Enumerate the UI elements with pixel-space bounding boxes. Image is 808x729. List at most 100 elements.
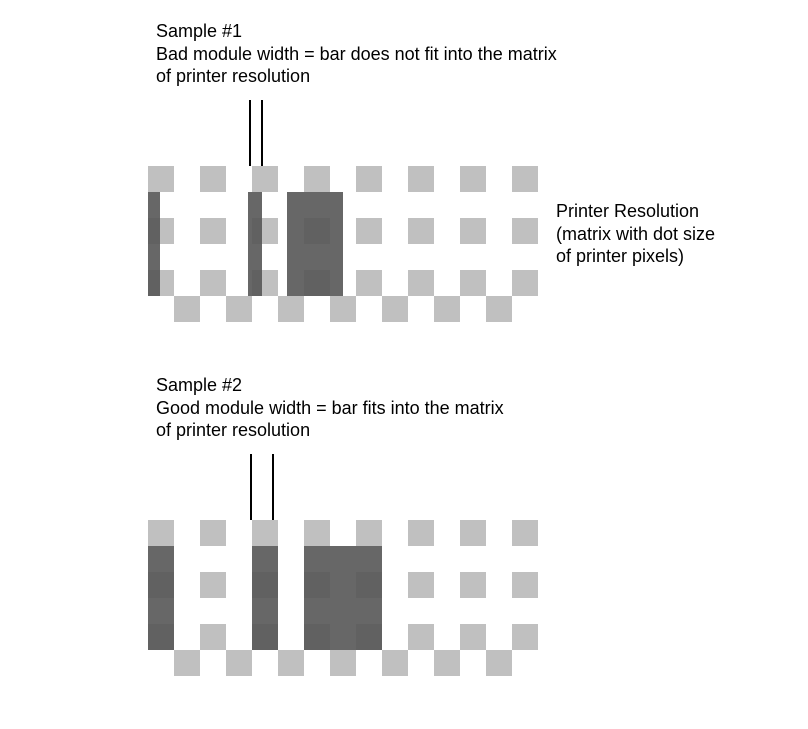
grid-cell [200,244,226,270]
barcode-bar [252,546,278,650]
grid-cell [408,650,434,676]
sample1-text: Sample #1 Bad module width = bar does no… [156,20,676,88]
grid-cell [434,166,460,192]
grid-cell [408,598,434,624]
grid-cell [174,572,200,598]
grid-cell [356,520,382,546]
grid-cell [226,650,252,676]
grid-cell [486,546,512,572]
grid-cell [408,166,434,192]
grid-cell [356,218,382,244]
side-line1: Printer Resolution [556,200,776,223]
grid-cell [278,296,304,322]
pointer1-left [249,100,251,170]
grid-cell [278,598,304,624]
grid-cell [252,296,278,322]
grid-cell [486,218,512,244]
grid-cell [460,624,486,650]
grid-cell [148,166,174,192]
grid-cell [148,296,174,322]
grid-cell [226,546,252,572]
grid-cell [252,520,278,546]
grid-cell [200,650,226,676]
grid-cell [174,650,200,676]
grid-cell [252,166,278,192]
grid-cell [434,244,460,270]
sample1-desc-line2: of printer resolution [156,65,676,88]
grid-cell [512,296,538,322]
grid-cell [382,546,408,572]
grid-cell [304,296,330,322]
grid-cell [278,520,304,546]
barcode-bar [304,546,382,650]
grid-cell [278,650,304,676]
grid-cell [382,520,408,546]
grid-cell [382,296,408,322]
grid-cell [486,270,512,296]
grid-cell [486,624,512,650]
grid-row [148,192,538,218]
grid-cell [408,520,434,546]
side-line3: of printer pixels) [556,245,776,268]
grid-cell [330,296,356,322]
grid-cell [460,166,486,192]
grid-cell [434,624,460,650]
printer-resolution-label: Printer Resolution (matrix with dot size… [556,200,776,268]
barcode-bar [287,192,343,296]
grid-cell [434,572,460,598]
grid-cell [174,166,200,192]
grid-row [148,520,538,546]
sample1-desc-line1: Bad module width = bar does not fit into… [156,43,676,66]
printer-matrix-sample1 [148,166,538,322]
grid-cell [382,218,408,244]
grid-cell [512,650,538,676]
grid-cell [460,192,486,218]
grid-cell [200,520,226,546]
grid-cell [304,166,330,192]
sample2-text: Sample #2 Good module width = bar fits i… [156,374,676,442]
grid-cell [382,270,408,296]
grid-cell [512,520,538,546]
grid-cell [434,520,460,546]
grid-cell [512,192,538,218]
grid-cell [278,572,304,598]
grid-cell [512,572,538,598]
grid-cell [278,624,304,650]
grid-cell [460,270,486,296]
grid-row [148,244,538,270]
grid-cell [460,296,486,322]
grid-cell [382,650,408,676]
grid-cell [382,166,408,192]
grid-cell [382,572,408,598]
grid-row [148,218,538,244]
sample1-title: Sample #1 [156,20,676,43]
grid-cell [226,296,252,322]
grid-cell [434,296,460,322]
grid-cell [200,546,226,572]
grid-row [148,650,538,676]
grid-cell [356,650,382,676]
grid-cell [200,166,226,192]
grid-cell [486,166,512,192]
grid-cell [460,218,486,244]
pointer2-right [272,454,274,524]
sample2-desc-line1: Good module width = bar fits into the ma… [156,397,676,420]
grid-cell [278,166,304,192]
printer-matrix-sample2 [148,520,538,676]
grid-cell [382,598,408,624]
grid-cell [408,296,434,322]
grid-cell [148,650,174,676]
grid-cell [512,624,538,650]
grid-cell [200,296,226,322]
sample2-title: Sample #2 [156,374,676,397]
grid-cell [434,270,460,296]
grid-cell [304,520,330,546]
grid-cell [356,192,382,218]
grid-cell [226,598,252,624]
grid-cell [226,520,252,546]
grid-cell [486,244,512,270]
grid-cell [226,572,252,598]
sample2-desc-line2: of printer resolution [156,419,676,442]
grid-cell [434,546,460,572]
grid-cell [330,520,356,546]
